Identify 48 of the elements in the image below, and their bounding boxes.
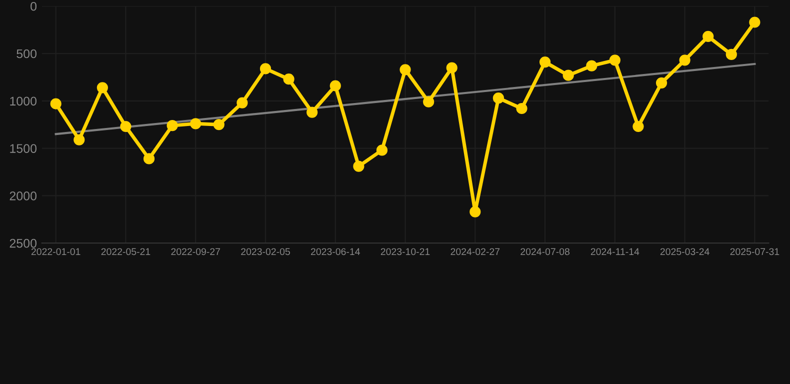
point (749, 16, 760, 28)
point (260, 63, 272, 74)
x-tick-label: 2024-11-14 (590, 248, 640, 256)
point (586, 60, 598, 72)
point (74, 134, 85, 146)
x-tick-label: 2022-05-21 (101, 248, 150, 256)
y-tick-label: 1000 (10, 96, 37, 106)
point (236, 97, 248, 108)
point (166, 120, 178, 132)
y-tick-label: 2500 (10, 238, 37, 248)
x-tick-label: 2023-10-21 (380, 248, 430, 256)
x-tick-label: 2025-07-31 (730, 248, 780, 256)
point (283, 74, 294, 85)
point (96, 82, 108, 94)
point (423, 96, 434, 108)
x-tick-label: 2022-01-01 (31, 248, 80, 256)
x-tick-label: 2025-03-24 (660, 248, 710, 256)
x-tick-label: 2023-06-14 (311, 248, 360, 256)
y-tick-label: 1500 (10, 144, 37, 153)
point (492, 92, 504, 104)
point (190, 118, 202, 130)
point (306, 106, 318, 118)
y-tick-label: 0 (30, 2, 37, 11)
y-tick-label: 500 (16, 49, 37, 58)
point (120, 120, 132, 132)
point (539, 56, 551, 68)
y-tick-label: 2000 (10, 191, 37, 200)
point (50, 98, 62, 110)
x-tick-label: 2024-07-08 (520, 248, 570, 256)
point (702, 30, 714, 42)
x-tick-label: 2023-02-05 (241, 248, 290, 256)
point (470, 206, 481, 218)
point (516, 102, 528, 114)
point (213, 119, 224, 130)
point (562, 70, 574, 81)
point (446, 62, 458, 74)
point (609, 54, 620, 66)
x-tick-label: 2024-02-27 (450, 248, 500, 256)
point (656, 77, 668, 88)
point (679, 54, 690, 66)
x-tick-label: 2022-09-27 (171, 248, 220, 256)
point (143, 153, 155, 164)
point (330, 80, 341, 92)
point (376, 144, 388, 156)
point (400, 64, 411, 76)
point (353, 160, 364, 172)
point (632, 120, 644, 132)
point (726, 48, 737, 60)
